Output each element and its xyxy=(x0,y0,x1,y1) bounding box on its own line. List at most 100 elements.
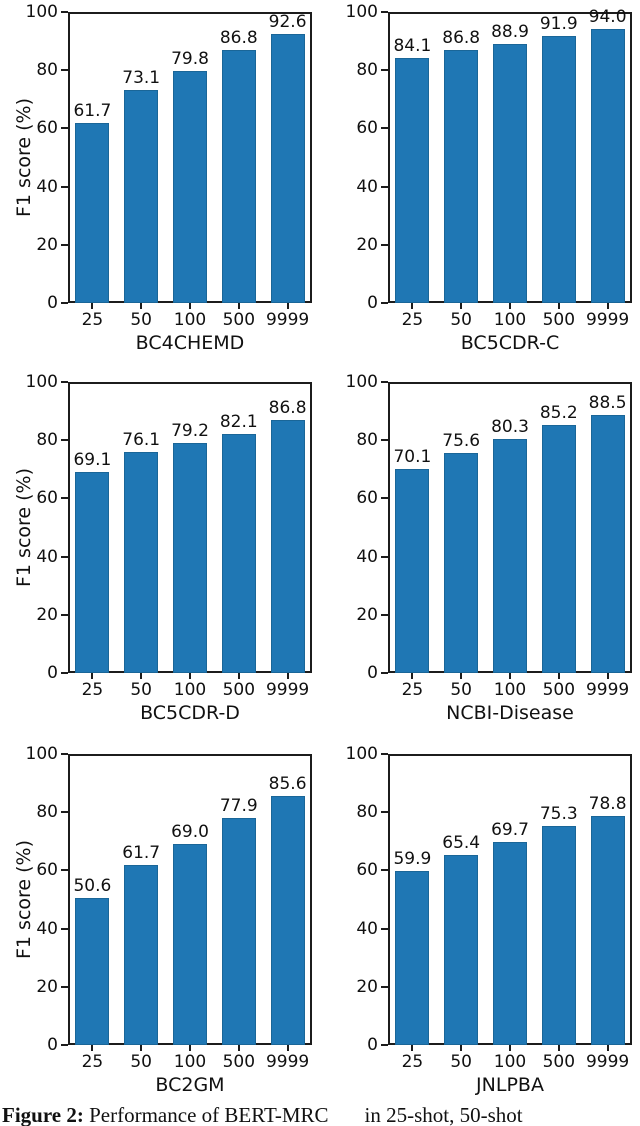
y-tick-label: 0 xyxy=(47,1035,58,1055)
bar xyxy=(444,854,479,1045)
chart-jnlpba: 0 20 40 60 80 100 59.9 25 65.4 50 69.7 100 75.3 500 78… xyxy=(320,742,640,1096)
bar xyxy=(493,842,527,1045)
x-tick-mark xyxy=(411,303,414,309)
bar-value-label: 50.6 xyxy=(73,875,112,896)
x-axis-label: BC4CHEMD xyxy=(135,332,245,354)
y-tick-mark xyxy=(381,985,388,988)
chart-bc4chemd: F1 score (%) 0 20 40 60 80 100 61.7 25 73.1 50 79.8… xyxy=(0,0,320,354)
bar-value-label: 88.5 xyxy=(588,393,627,414)
bar xyxy=(75,123,110,303)
caption-label: Figure 2: xyxy=(2,1103,90,1126)
y-tick-mark xyxy=(381,672,388,674)
y-tick-label: 80 xyxy=(356,430,378,451)
chart-bc5cdr-c: 0 20 40 60 80 100 84.1 25 86.8 50 88.9 100 91.9 500 94… xyxy=(320,0,640,354)
y-tick-mark xyxy=(381,753,388,755)
y-tick-mark xyxy=(61,439,68,442)
y-tick-mark xyxy=(61,69,68,72)
bar xyxy=(590,815,625,1045)
x-tick-mark xyxy=(557,673,560,679)
y-tick-mark xyxy=(61,381,68,383)
bar xyxy=(493,44,527,303)
y-tick-mark xyxy=(61,613,68,616)
y-tick-label: 80 xyxy=(36,60,58,81)
x-tick-mark xyxy=(286,1045,289,1051)
y-tick-label: 20 xyxy=(36,976,58,997)
y-tick-label: 40 xyxy=(36,176,58,197)
x-tick-mark xyxy=(606,673,609,679)
bar-value-label: 61.7 xyxy=(122,843,161,864)
bar xyxy=(173,844,207,1045)
x-tick-mark xyxy=(91,673,94,679)
x-tick-label: 100 xyxy=(493,310,527,330)
y-tick-label: 40 xyxy=(36,918,58,939)
bar-value-label: 79.8 xyxy=(171,48,209,69)
x-tick-label: 50 xyxy=(130,1052,152,1072)
x-axis-label: BC5CDR-C xyxy=(460,332,560,354)
y-tick-mark xyxy=(381,11,388,13)
x-tick-mark xyxy=(411,1045,414,1051)
y-tick-label: 100 xyxy=(345,744,378,764)
y-tick-mark xyxy=(61,869,68,872)
bar-value-label: 61.7 xyxy=(73,101,112,122)
y-tick-mark xyxy=(61,185,68,188)
x-tick-mark xyxy=(460,303,463,309)
x-tick-label: 500 xyxy=(542,680,576,700)
y-tick-label: 100 xyxy=(25,744,58,764)
x-tick-mark xyxy=(237,1045,240,1051)
x-axis-label: BC5CDR-D xyxy=(140,702,240,724)
bar-value-label: 86.8 xyxy=(268,398,307,419)
x-tick-label: 500 xyxy=(222,1052,256,1072)
x-tick-label: 500 xyxy=(542,310,576,330)
y-tick-label: 20 xyxy=(36,604,58,625)
x-tick-label: 9999 xyxy=(585,1052,630,1072)
bar-value-label: 85.6 xyxy=(268,773,307,794)
y-tick-mark xyxy=(61,127,68,130)
x-tick-mark xyxy=(557,1045,560,1051)
y-axis-label: F1 score (%) xyxy=(13,97,35,218)
x-tick-mark xyxy=(460,1045,463,1051)
bar-value-label: 65.4 xyxy=(442,832,481,853)
x-tick-label: 50 xyxy=(450,1052,472,1072)
bar xyxy=(270,795,305,1045)
y-tick-label: 20 xyxy=(36,234,58,255)
y-tick-mark xyxy=(381,869,388,872)
y-tick-label: 60 xyxy=(356,488,378,509)
y-tick-label: 80 xyxy=(36,802,58,823)
bar-value-label: 82.1 xyxy=(219,412,258,433)
bar-value-label: 85.2 xyxy=(539,403,578,424)
y-tick-label: 20 xyxy=(356,976,378,997)
y-tick-label: 100 xyxy=(25,2,58,22)
y-tick-label: 100 xyxy=(345,372,378,392)
x-tick-mark xyxy=(460,673,463,679)
bar-value-label: 70.1 xyxy=(393,447,432,467)
caption-text-after-subscript: in 25-shot, 50-shot xyxy=(364,1103,523,1126)
y-tick-label: 60 xyxy=(356,118,378,139)
bar xyxy=(75,897,110,1045)
y-tick-label: 40 xyxy=(356,918,378,939)
chart-ncbi-disease: 0 20 40 60 80 100 70.1 25 75.6 50 80.3 100 85.2 500 88… xyxy=(320,370,640,724)
y-axis-label: F1 score (%) xyxy=(13,839,35,960)
y-tick-label: 40 xyxy=(356,176,378,197)
y-tick-mark xyxy=(381,555,388,558)
x-tick-label: 25 xyxy=(401,680,424,700)
bar xyxy=(493,439,527,673)
bar xyxy=(221,818,256,1045)
bar xyxy=(541,425,576,673)
x-tick-mark xyxy=(411,673,414,679)
y-tick-mark xyxy=(381,69,388,72)
x-tick-mark xyxy=(91,1045,94,1051)
y-tick-mark xyxy=(381,497,388,500)
y-tick-label: 100 xyxy=(345,2,378,22)
y-tick-mark xyxy=(381,381,388,383)
bar-value-label: 75.6 xyxy=(442,431,481,451)
y-tick-label: 20 xyxy=(356,604,378,625)
bar-value-label: 78.8 xyxy=(588,793,627,814)
bar-value-label: 80.3 xyxy=(491,417,529,438)
x-tick-label: 9999 xyxy=(265,310,310,330)
y-tick-label: 60 xyxy=(356,860,378,881)
caption-text-before-subscript: Performance of BERT-MRC xyxy=(89,1103,329,1126)
x-tick-mark xyxy=(509,303,511,309)
bar xyxy=(173,70,207,303)
x-tick-mark xyxy=(557,303,560,309)
